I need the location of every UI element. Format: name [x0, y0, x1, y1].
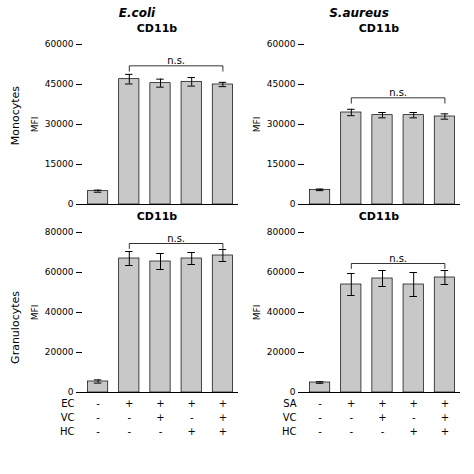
svg-text:+: + — [378, 412, 386, 423]
svg-text:+: + — [410, 426, 418, 437]
svg-text:-: - — [127, 426, 131, 437]
svg-text:15000: 15000 — [45, 159, 74, 169]
svg-text:-: - — [349, 412, 353, 423]
svg-text:20000: 20000 — [267, 347, 296, 357]
svg-text:80000: 80000 — [267, 227, 296, 237]
svg-text:30000: 30000 — [267, 119, 296, 129]
svg-text:-: - — [318, 426, 322, 437]
svg-text:60000: 60000 — [267, 267, 296, 277]
svg-text:+: + — [156, 412, 164, 423]
svg-text:+: + — [378, 398, 386, 409]
svg-text:60000: 60000 — [45, 39, 74, 49]
svg-text:45000: 45000 — [45, 79, 74, 89]
svg-text:n.s.: n.s. — [389, 87, 407, 98]
html-text:CD11b: CD11b — [136, 22, 178, 35]
svg-text:+: + — [441, 398, 449, 409]
svg-text:-: - — [96, 398, 100, 409]
svg-text:+: + — [188, 398, 196, 409]
svg-text:MFI: MFI — [252, 117, 262, 133]
svg-text:+: + — [410, 398, 418, 409]
html-text:CD11b: CD11b — [358, 210, 400, 223]
svg-text:+: + — [441, 426, 449, 437]
svg-text:+: + — [156, 398, 164, 409]
svg-text:-: - — [318, 398, 322, 409]
svg-text:15000: 15000 — [267, 159, 296, 169]
svg-text:SA: SA — [283, 398, 297, 409]
svg-text:+: + — [347, 398, 355, 409]
svg-text:+: + — [219, 398, 227, 409]
svg-text:-: - — [381, 426, 385, 437]
svg-text:n.s.: n.s. — [389, 253, 407, 264]
svg-text:-: - — [96, 426, 100, 437]
svg-text:VC: VC — [283, 412, 297, 423]
svg-text:45000: 45000 — [267, 79, 296, 89]
svg-text:-: - — [96, 412, 100, 423]
svg-text:60000: 60000 — [45, 267, 74, 277]
svg-text:+: + — [219, 412, 227, 423]
svg-text:-: - — [127, 412, 131, 423]
svg-text:HC: HC — [60, 426, 75, 437]
svg-text:0: 0 — [290, 387, 296, 397]
svg-text:MFI: MFI — [252, 305, 262, 321]
html-text:CD11b: CD11b — [136, 210, 178, 223]
svg-text:-: - — [349, 426, 353, 437]
svg-text:+: + — [188, 426, 196, 437]
svg-text:40000: 40000 — [45, 307, 74, 317]
svg-text:0: 0 — [290, 199, 296, 209]
svg-text:+: + — [219, 426, 227, 437]
svg-text:-: - — [318, 412, 322, 423]
svg-text:60000: 60000 — [267, 39, 296, 49]
svg-text:EC: EC — [61, 398, 74, 409]
svg-text:40000: 40000 — [267, 307, 296, 317]
svg-text:MFI: MFI — [30, 117, 40, 133]
html-text:Granulocytes: Granulocytes — [8, 290, 22, 364]
svg-text:HC: HC — [282, 426, 297, 437]
svg-text:VC: VC — [61, 412, 75, 423]
html-text:Monocytes: Monocytes — [8, 86, 22, 146]
svg-text:80000: 80000 — [45, 227, 74, 237]
html-text:CD11b: CD11b — [358, 22, 400, 35]
svg-text:-: - — [190, 412, 194, 423]
svg-text:n.s.: n.s. — [167, 55, 185, 66]
svg-text:30000: 30000 — [45, 119, 74, 129]
svg-text:-: - — [159, 426, 163, 437]
svg-text:-: - — [412, 412, 416, 423]
svg-text:+: + — [125, 398, 133, 409]
svg-text:0: 0 — [68, 199, 74, 209]
svg-text:+: + — [441, 412, 449, 423]
svg-text:MFI: MFI — [30, 305, 40, 321]
svg-text:20000: 20000 — [45, 347, 74, 357]
html-text:E.coli: E.coli — [118, 6, 156, 20]
svg-text:n.s.: n.s. — [167, 233, 185, 244]
html-text:S.aureus: S.aureus — [329, 6, 389, 20]
svg-text:0: 0 — [68, 387, 74, 397]
